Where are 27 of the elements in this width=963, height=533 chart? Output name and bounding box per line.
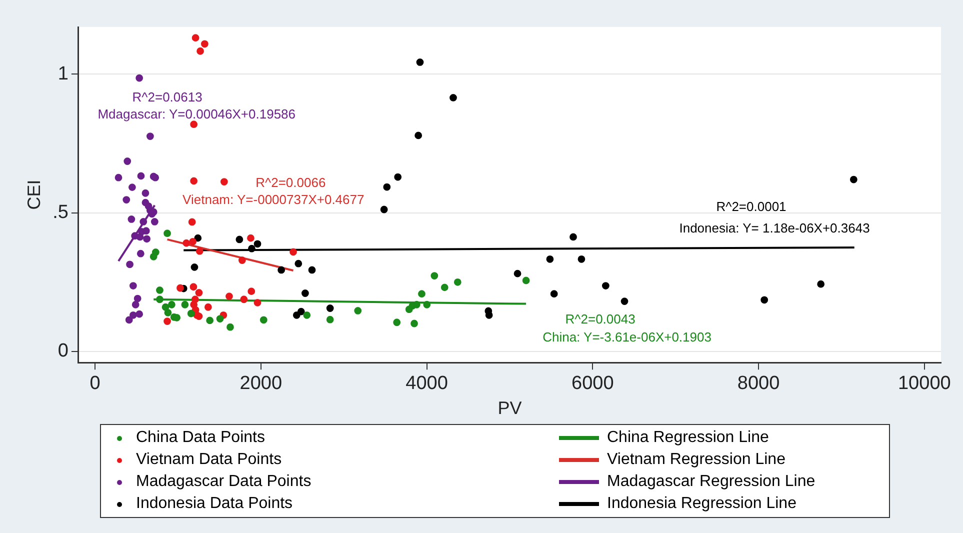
- x-tick-label: 6000: [572, 373, 614, 394]
- legend-label: China Regression Line: [607, 429, 769, 447]
- legend-label: Indonesia Regression Line: [607, 495, 796, 513]
- annotation: R^2=0.0613: [132, 90, 202, 105]
- legend-label: Indonesia Data Points: [136, 495, 293, 513]
- legend-label: Madagascar Regression Line: [607, 473, 816, 491]
- y-tick-label: .5: [52, 202, 68, 224]
- y-tick-label: 1: [58, 63, 68, 84]
- y-tick-label: 0: [58, 340, 68, 362]
- legend-label: Vietnam Data Points: [136, 451, 282, 469]
- x-tick-label: 4000: [406, 373, 448, 394]
- annotation: Vietnam: Y=-0000737X+0.4677: [182, 192, 364, 208]
- annotation: R^2=0.0066: [256, 174, 326, 190]
- annotation: China: Y=-3.61e-06X+0.1903: [542, 330, 712, 345]
- y-axis-title: CEI: [24, 180, 44, 210]
- legend-label: Madagascar Data Points: [136, 473, 312, 491]
- annotation: R^2=0.0043: [565, 312, 636, 327]
- annotation: Indonesia: Y= 1.18e-06X+0.3643: [679, 220, 870, 236]
- legend-label: China Data Points: [136, 429, 265, 447]
- x-axis-title: PV: [498, 398, 522, 418]
- x-tick-label: 10000: [898, 373, 951, 394]
- x-tick-label: 0: [90, 373, 100, 394]
- x-tick-label: 2000: [240, 373, 282, 394]
- annotation: R^2=0.0001: [716, 198, 786, 214]
- legend-label: Vietnam Regression Line: [607, 451, 786, 469]
- x-tick-label: 8000: [737, 373, 780, 394]
- annotation: Mdagascar: Y=0.00046X+0.19586: [98, 106, 296, 122]
